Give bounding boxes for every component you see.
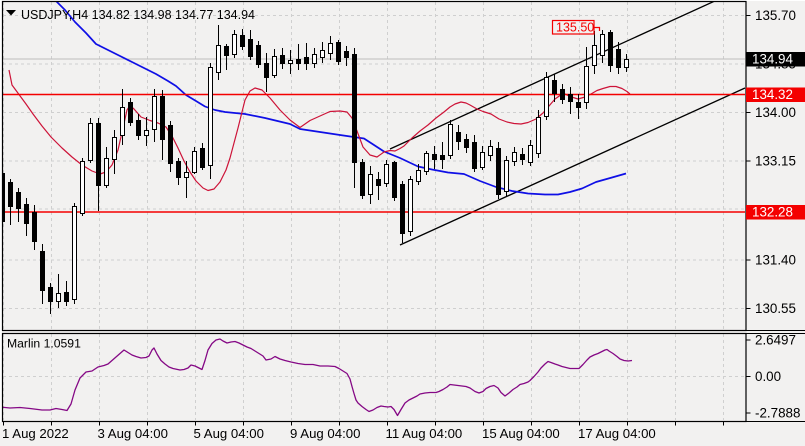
svg-text:134.32: 134.32 bbox=[752, 87, 793, 102]
svg-text:3 Aug 04:00: 3 Aug 04:00 bbox=[98, 426, 168, 441]
svg-text:134.94: 134.94 bbox=[752, 52, 794, 67]
svg-text:5 Aug 04:00: 5 Aug 04:00 bbox=[194, 426, 264, 441]
svg-text:132.28: 132.28 bbox=[752, 205, 793, 220]
svg-text:135.70: 135.70 bbox=[755, 8, 796, 23]
svg-text:130.55: 130.55 bbox=[755, 301, 796, 316]
svg-text:USDJPY,H4 134.82 134.98 134.7: USDJPY,H4 134.82 134.98 134.77 134.94 bbox=[21, 8, 255, 22]
svg-text:1 Aug 2022: 1 Aug 2022 bbox=[2, 426, 69, 441]
svg-text:0.00: 0.00 bbox=[755, 369, 781, 384]
svg-text:15 Aug 04:00: 15 Aug 04:00 bbox=[482, 426, 560, 441]
svg-text:131.40: 131.40 bbox=[755, 253, 796, 268]
svg-text:134.00: 134.00 bbox=[755, 105, 796, 120]
svg-text:135.50: 135.50 bbox=[556, 21, 594, 35]
svg-text:Marlin 1.0591: Marlin 1.0591 bbox=[7, 337, 81, 351]
svg-text:133.15: 133.15 bbox=[755, 154, 796, 169]
svg-text:11 Aug 04:00: 11 Aug 04:00 bbox=[386, 426, 463, 441]
svg-text:17 Aug 04:00: 17 Aug 04:00 bbox=[578, 426, 656, 441]
svg-text:2.6497: 2.6497 bbox=[755, 333, 796, 348]
svg-text:9 Aug 04:00: 9 Aug 04:00 bbox=[290, 426, 360, 441]
svg-text:-2.7888: -2.7888 bbox=[755, 406, 800, 421]
